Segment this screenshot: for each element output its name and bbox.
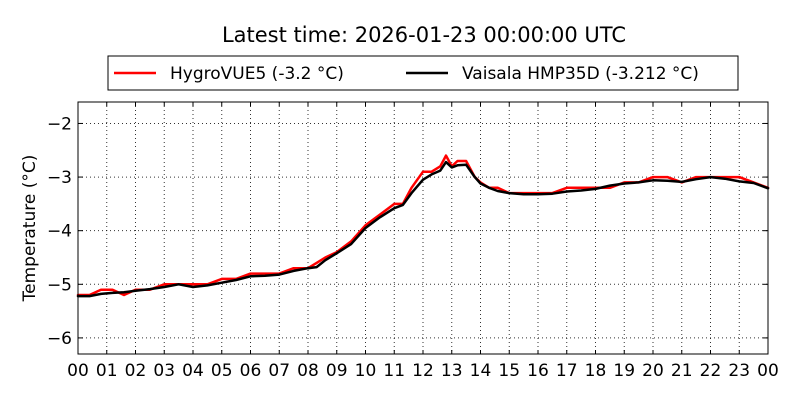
- x-tick-label: 14: [470, 361, 492, 381]
- x-tick-label: 19: [613, 361, 635, 381]
- x-tick-label: 00: [757, 361, 779, 381]
- x-tick-label: 21: [671, 361, 693, 381]
- x-tick-label: 22: [700, 361, 722, 381]
- y-tick-label: −5: [47, 275, 72, 295]
- x-tick-label: 09: [326, 361, 348, 381]
- x-tick-label: 12: [412, 361, 434, 381]
- series-layer: [76, 154, 770, 298]
- x-tick-label: 02: [125, 361, 147, 381]
- y-tick-label: −6: [47, 329, 72, 349]
- x-tick-label: 04: [182, 361, 204, 381]
- x-tick-label: 05: [211, 361, 233, 381]
- x-tick-label: 18: [585, 361, 607, 381]
- x-tick-label: 15: [498, 361, 520, 381]
- x-tick-label: 00: [67, 361, 89, 381]
- x-tick-label: 08: [297, 361, 319, 381]
- y-axis-label: Temperature (°C): [20, 155, 40, 303]
- grid: [78, 102, 768, 354]
- y-tick-label: −4: [47, 222, 72, 242]
- legend: HygroVUE5 (-3.2 °C) Vaisala HMP35D (-3.2…: [107, 55, 739, 91]
- x-tick-label: 20: [642, 361, 664, 381]
- x-tick-label: 06: [240, 361, 262, 381]
- plot-frame: [77, 101, 769, 355]
- ticks: 00 01 02 03 04 05 06 07 08 09 10 11 12 13 14 15 16 17 18 19…: [47, 102, 779, 381]
- series-line-vaisala: [76, 160, 770, 298]
- x-tick-label: 03: [153, 361, 175, 381]
- x-tick-label: 16: [527, 361, 549, 381]
- plot-area: 00 01 02 03 04 05 06 07 08 09 10 11 12 13 14 15 16 17 18 19…: [47, 101, 779, 381]
- legend-label-vaisala: Vaisala HMP35D (-3.212 °C): [462, 64, 699, 84]
- x-tick-label: 17: [556, 361, 578, 381]
- x-tick-label: 07: [268, 361, 290, 381]
- x-tick-label: 01: [96, 361, 118, 381]
- x-tick-label: 11: [383, 361, 405, 381]
- x-tick-label: 23: [728, 361, 750, 381]
- chart-title: Latest time: 2026-01-23 00:00:00 UTC: [222, 23, 626, 47]
- x-tick-label: 10: [355, 361, 377, 381]
- x-tick-label: 13: [441, 361, 463, 381]
- legend-label-hygrovue5: HygroVUE5 (-3.2 °C): [170, 64, 344, 84]
- y-tick-label: −3: [47, 168, 72, 188]
- y-tick-label: −2: [47, 114, 72, 134]
